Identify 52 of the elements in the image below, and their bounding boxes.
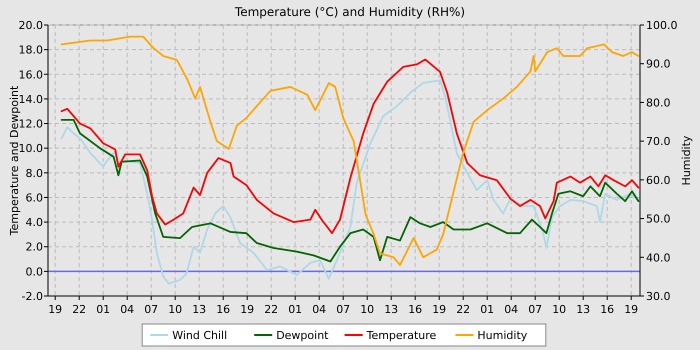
y-tick-label: 10.0 (18, 142, 43, 156)
x-tick-label: 16 (216, 303, 230, 316)
x-tick-label: 22 (264, 303, 278, 316)
x-tick-label: 01 (480, 303, 494, 316)
x-tick-label: 04 (312, 303, 326, 316)
x-tick-label: 16 (408, 303, 422, 316)
y-tick-label: 4.0 (26, 216, 43, 230)
x-tick-label: 22 (72, 303, 86, 316)
y2-tick-label: 50.0 (646, 212, 670, 226)
x-tick-label: 10 (360, 303, 374, 316)
x-tick-label: 19 (48, 303, 62, 316)
x-tick-label: 07 (144, 303, 158, 316)
x-tick-label: 19 (240, 303, 254, 316)
y2-tick-label: 100.0 (646, 19, 678, 32)
y2-tick-label: 70.0 (646, 135, 670, 148)
y-tick-label: 6.0 (26, 191, 43, 204)
y-tick-label: 2.0 (26, 240, 43, 254)
y-tick-label: 20.0 (18, 19, 43, 32)
x-tick-label: 07 (528, 303, 542, 316)
y-tick-label: 0.0 (26, 265, 43, 278)
y2-tick-label: 90.0 (646, 58, 670, 71)
x-tick-label: 04 (504, 303, 518, 316)
x-tick-label: 01 (288, 303, 302, 316)
x-tick-label: 13 (576, 303, 590, 316)
legend-label: Wind Chill (172, 329, 228, 342)
y2-tick-label: 60.0 (646, 174, 670, 187)
y2-tick-label: 80.0 (646, 96, 670, 110)
legend-label: Dewpoint (276, 329, 330, 342)
x-tick-label: 10 (168, 303, 182, 316)
x-tick-label: 19 (432, 303, 446, 316)
x-tick-label: 04 (120, 303, 134, 316)
chart-title: Temperature (°C) and Humidity (RH%) (234, 5, 466, 19)
y-tick-label: 16.0 (18, 68, 43, 82)
y-tick-label: -2.0 (22, 290, 43, 303)
y-tick-label: 12.0 (18, 118, 43, 131)
y-axis-title: Temperature and Dewpoint (8, 84, 21, 236)
y2-axis-title: Humidity (680, 135, 693, 186)
x-tick-label: 01 (96, 303, 110, 316)
x-tick-label: 22 (456, 303, 470, 316)
y-tick-label: 18.0 (18, 44, 43, 57)
x-tick-label: 13 (192, 303, 206, 316)
y-tick-label: 14.0 (18, 92, 43, 106)
legend-label: Humidity (477, 329, 528, 342)
x-tick-label: 10 (552, 303, 566, 316)
x-tick-label: 16 (600, 303, 614, 316)
legend-label: Temperature (366, 329, 437, 342)
y2-tick-label: 30.0 (646, 290, 670, 303)
y-tick-label: 8.0 (26, 166, 43, 180)
x-tick-label: 19 (624, 303, 638, 316)
x-tick-label: 07 (336, 303, 350, 316)
y2-tick-label: 40.0 (646, 251, 670, 264)
x-tick-label: 13 (384, 303, 398, 316)
